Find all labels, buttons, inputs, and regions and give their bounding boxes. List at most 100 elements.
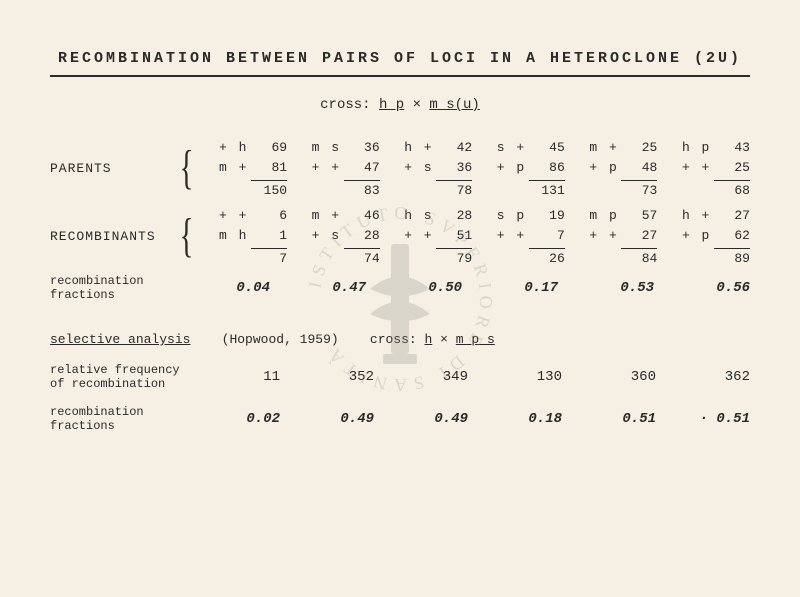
- selective-analysis-line: selective analysis (Hopwood, 1959) cross…: [50, 332, 750, 347]
- genotype-row: + p62: [682, 226, 750, 246]
- count: 27: [627, 226, 657, 246]
- title-rule: [50, 75, 750, 77]
- data-column: m +46+ s2874: [295, 206, 380, 266]
- selective-analysis-label: selective analysis: [50, 332, 190, 347]
- count: 47: [350, 158, 380, 178]
- genotype-row: s + 45: [497, 138, 565, 158]
- sum: 73: [621, 180, 657, 198]
- rel-freq-value: 352: [289, 369, 374, 385]
- genotype: h s: [404, 206, 434, 226]
- genotype-row: + h69: [219, 138, 287, 158]
- genotype: + h: [219, 138, 249, 158]
- genotype: h +: [682, 206, 712, 226]
- count: 36: [350, 138, 380, 158]
- count: 51: [442, 226, 472, 246]
- data-column: + +6m h17: [202, 206, 287, 266]
- data-column: h +42+ s3678: [387, 138, 472, 198]
- genotype: m +: [312, 206, 342, 226]
- fraction-value: 0.04: [185, 280, 270, 296]
- genotype-row: s p 19: [497, 206, 565, 226]
- data-column: s +45+ p86131: [480, 138, 565, 198]
- cross2-lhs: h: [425, 332, 433, 347]
- genotype: + p: [589, 158, 619, 178]
- recombinants-label: RECOMBINANTS: [50, 229, 179, 244]
- count: 6: [257, 206, 287, 226]
- genotype-row: m +25: [589, 138, 657, 158]
- genotype-row: + + 25: [682, 158, 750, 178]
- cross2-label: cross:: [370, 332, 417, 347]
- genotype-row: m h 1: [219, 226, 287, 246]
- cross-label: cross:: [320, 97, 370, 113]
- data-column: m s36+ +4783: [295, 138, 380, 198]
- genotype-row: h + 27: [682, 206, 750, 226]
- data-column: h + 27+ p62 89: [665, 206, 750, 266]
- count: 45: [535, 138, 565, 158]
- data-column: h s28+ +5179: [387, 206, 472, 266]
- genotype: s p: [497, 206, 527, 226]
- genotype: m +: [219, 158, 249, 178]
- count: 43: [720, 138, 750, 158]
- count: 25: [720, 158, 750, 178]
- genotype-row: h s 28: [404, 206, 472, 226]
- count: 28: [442, 206, 472, 226]
- cross2-op: ×: [440, 332, 448, 347]
- genotype-row: + +7: [497, 226, 565, 246]
- count: 28: [350, 226, 380, 246]
- genotype: + +: [404, 226, 434, 246]
- fraction2-value: 0.49: [289, 411, 374, 427]
- count: 19: [535, 206, 565, 226]
- fraction2-value: 0.02: [195, 411, 280, 427]
- genotype-row: + + 27: [589, 226, 657, 246]
- count: 46: [350, 206, 380, 226]
- fraction-value: 0.17: [473, 280, 558, 296]
- sum: 26: [529, 248, 565, 266]
- genotype: + +: [219, 206, 249, 226]
- cross-op: ×: [413, 97, 421, 113]
- genotype: m h: [219, 226, 249, 246]
- genotype: h +: [404, 138, 434, 158]
- hopwood-citation: (Hopwood, 1959): [222, 332, 339, 347]
- count: 27: [720, 206, 750, 226]
- sum: 89: [714, 248, 750, 266]
- fraction2-value: 0.49: [383, 411, 468, 427]
- data-column: + h69m +81150: [202, 138, 287, 198]
- sum: 68: [714, 180, 750, 198]
- count: 48: [627, 158, 657, 178]
- page-title: RECOMBINATION BETWEEN PAIRS OF LOCI IN A…: [50, 50, 750, 67]
- parents-label: PARENTS: [50, 161, 179, 176]
- rel-freq-value: 349: [383, 369, 468, 385]
- cross-lhs: h p: [379, 97, 404, 113]
- genotype: + s: [404, 158, 434, 178]
- rel-freq-value: 11: [195, 369, 280, 385]
- sum: 83: [344, 180, 380, 198]
- count: 86: [535, 158, 565, 178]
- genotype-row: + s36: [404, 158, 472, 178]
- rel-freq-value: 362: [665, 369, 750, 385]
- genotype-row: m p57: [589, 206, 657, 226]
- fractions-row: recombinationfractions 0.040.470.500.170…: [50, 274, 750, 302]
- rel-freq-value: 360: [571, 369, 656, 385]
- genotype-row: + p86: [497, 158, 565, 178]
- recombinants-block: RECOMBINANTS { + +6m h17m +46+ s2874h s2…: [50, 206, 750, 266]
- count: 1: [257, 226, 287, 246]
- data-column: s p 19+ +7 26: [480, 206, 565, 266]
- fractions2-label: recombinationfractions: [50, 405, 195, 433]
- genotype-row: h p 43: [682, 138, 750, 158]
- genotype: s +: [497, 138, 527, 158]
- data-column: h p 43 + + 25 68: [665, 138, 750, 198]
- fractions-label: recombinationfractions: [50, 274, 185, 302]
- count: 81: [257, 158, 287, 178]
- count: 25: [627, 138, 657, 158]
- genotype: + +: [589, 226, 619, 246]
- parents-block: PARENTS { + h69m +81150m s36+ +4783h +42…: [50, 138, 750, 198]
- genotype: + +: [682, 158, 712, 178]
- recombinants-brace: {: [180, 212, 194, 260]
- count: 7: [535, 226, 565, 246]
- genotype: m s: [312, 138, 342, 158]
- parents-brace: {: [180, 144, 194, 192]
- cross2-rhs: m p s: [456, 332, 495, 347]
- genotype-row: m + 46: [312, 206, 380, 226]
- genotype: h p: [682, 138, 712, 158]
- genotype-row: m s 36: [312, 138, 380, 158]
- fraction2-value: 0.18: [477, 411, 562, 427]
